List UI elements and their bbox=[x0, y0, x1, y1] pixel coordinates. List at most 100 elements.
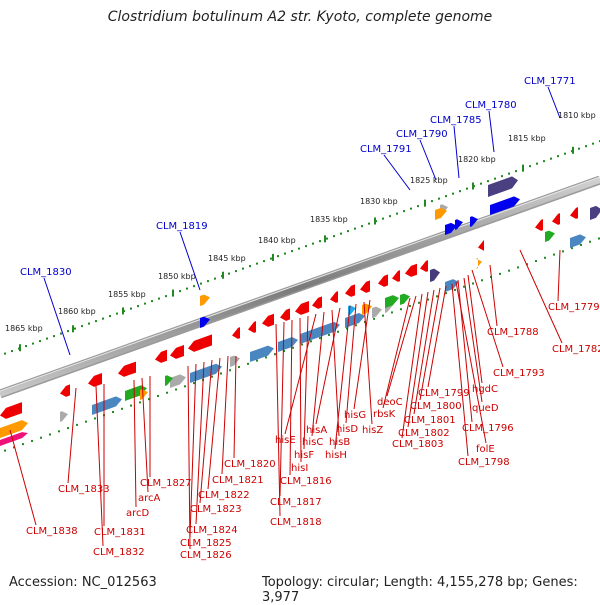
gene-label-bottom: CLM_1827 bbox=[140, 478, 192, 489]
gene-minus-strand bbox=[552, 213, 560, 225]
kbp-tick-mark bbox=[272, 253, 274, 261]
kbp-tick-mark bbox=[222, 271, 224, 279]
gene-label-bottom: CLM_1779 bbox=[548, 302, 600, 313]
gene-label-bottom: CLM_1821 bbox=[212, 475, 264, 486]
ruler-dot bbox=[557, 155, 559, 158]
ruler-dot bbox=[214, 277, 216, 280]
kbp-tick-label: 1850 kbp bbox=[158, 272, 196, 281]
kbp-tick-mark bbox=[172, 289, 174, 297]
label-leader bbox=[311, 311, 325, 437]
gene-other bbox=[230, 355, 240, 367]
label-leader bbox=[455, 281, 487, 444]
label-leader bbox=[199, 359, 213, 504]
gene-label-top: CLM_1785 bbox=[430, 115, 482, 126]
ruler-dot bbox=[445, 195, 447, 198]
ruler-dot bbox=[95, 320, 97, 323]
ruler-dot bbox=[49, 433, 51, 436]
accession-text: Accession: NC_012563 bbox=[9, 575, 157, 590]
ruler-dot bbox=[463, 285, 465, 288]
ruler-dot bbox=[166, 391, 168, 394]
label-leader bbox=[383, 154, 411, 191]
ruler-dot bbox=[310, 340, 312, 343]
gene-label-bottom: CLM_1793 bbox=[493, 368, 545, 379]
gene-minus-strand bbox=[392, 270, 400, 282]
ruler-dot bbox=[109, 315, 111, 318]
ruler-dot bbox=[535, 260, 537, 263]
ruler-dot bbox=[242, 267, 244, 270]
ruler-dot bbox=[116, 312, 118, 315]
label-leader bbox=[386, 295, 417, 397]
gene-rna bbox=[125, 385, 147, 401]
topology-text: Topology: circular; Length: 4,155,278 bp… bbox=[262, 575, 578, 605]
label-leader bbox=[233, 355, 237, 459]
gene-minus-strand bbox=[330, 291, 338, 303]
gene-magenta bbox=[0, 432, 28, 446]
ruler-dot bbox=[459, 190, 461, 193]
kbp-tick-label: 1815 kbp bbox=[508, 134, 546, 143]
kbp-tick-mark bbox=[522, 164, 524, 172]
ruler-dot bbox=[39, 340, 41, 343]
ruler-dot bbox=[382, 314, 384, 317]
label-leader bbox=[275, 323, 281, 517]
gene-orange bbox=[0, 420, 28, 438]
ruler-dot bbox=[53, 335, 55, 338]
ruler-dot bbox=[193, 382, 195, 385]
ruler-dot bbox=[312, 242, 314, 245]
gene-minus-strand bbox=[478, 239, 484, 251]
gene-minus-strand bbox=[60, 384, 70, 397]
ruler-dot bbox=[585, 145, 587, 148]
kbp-tick-mark bbox=[19, 344, 21, 352]
ruler-dot bbox=[112, 411, 114, 414]
ruler-dot bbox=[487, 180, 489, 183]
label-leader bbox=[43, 277, 71, 356]
ruler-dot bbox=[536, 162, 538, 165]
ruler-dot bbox=[418, 301, 420, 304]
kbp-ticks: 1810 kbp 1815 kbp 1820 kbp 1825 kbp 1830 kbp… bbox=[5, 111, 596, 352]
ruler-dot bbox=[121, 407, 123, 410]
ruler-dot bbox=[247, 362, 249, 365]
ruler-dot bbox=[32, 342, 34, 345]
label-leader bbox=[382, 297, 411, 409]
ruler-dot bbox=[592, 142, 594, 145]
gene-label-bottom: CLM_1801 bbox=[404, 415, 456, 426]
label-leader bbox=[488, 110, 495, 153]
ruler-dot bbox=[292, 346, 294, 349]
ruler-dot bbox=[46, 337, 48, 340]
ruler-dot bbox=[235, 270, 237, 273]
label-leader bbox=[303, 315, 309, 450]
gene-orange bbox=[435, 207, 447, 220]
label-leader bbox=[353, 299, 371, 410]
gene-minus-strand bbox=[535, 219, 543, 231]
ruler-dot bbox=[284, 252, 286, 255]
kbp-tick-label: 1835 kbp bbox=[310, 215, 348, 224]
ruler-dot bbox=[130, 307, 132, 310]
kbp-tick-label: 1825 kbp bbox=[410, 176, 448, 185]
label-leader bbox=[453, 125, 460, 179]
ruler-dot bbox=[382, 217, 384, 220]
ruler-dot bbox=[274, 353, 276, 356]
label-leader bbox=[187, 365, 191, 550]
kbp-tick-mark bbox=[122, 307, 124, 315]
gene-plus-strand bbox=[455, 219, 463, 230]
ruler-dot bbox=[389, 215, 391, 218]
gene-orange bbox=[140, 389, 148, 400]
ruler-dot bbox=[410, 207, 412, 210]
label-leader bbox=[289, 319, 293, 476]
label-leader bbox=[471, 269, 504, 368]
ruler-dot bbox=[283, 349, 285, 352]
ruler-dot bbox=[333, 235, 335, 238]
ruler-dot bbox=[396, 212, 398, 215]
gene-minus-strand bbox=[248, 321, 256, 333]
kbp-tick-mark bbox=[324, 235, 326, 243]
ruler-dot bbox=[553, 253, 555, 256]
gene-label-bottom: CLM_1822 bbox=[198, 490, 250, 501]
ruler-dot bbox=[445, 292, 447, 295]
ruler-dot bbox=[165, 295, 167, 298]
gene-label-bottom: CLM_1796 bbox=[462, 423, 514, 434]
ruler-dot bbox=[454, 288, 456, 291]
gene-minus-strand bbox=[570, 207, 578, 219]
gene-label-bottom: CLM_1782 bbox=[552, 344, 600, 355]
ruler-dot bbox=[319, 337, 321, 340]
ruler-dot bbox=[256, 359, 258, 362]
